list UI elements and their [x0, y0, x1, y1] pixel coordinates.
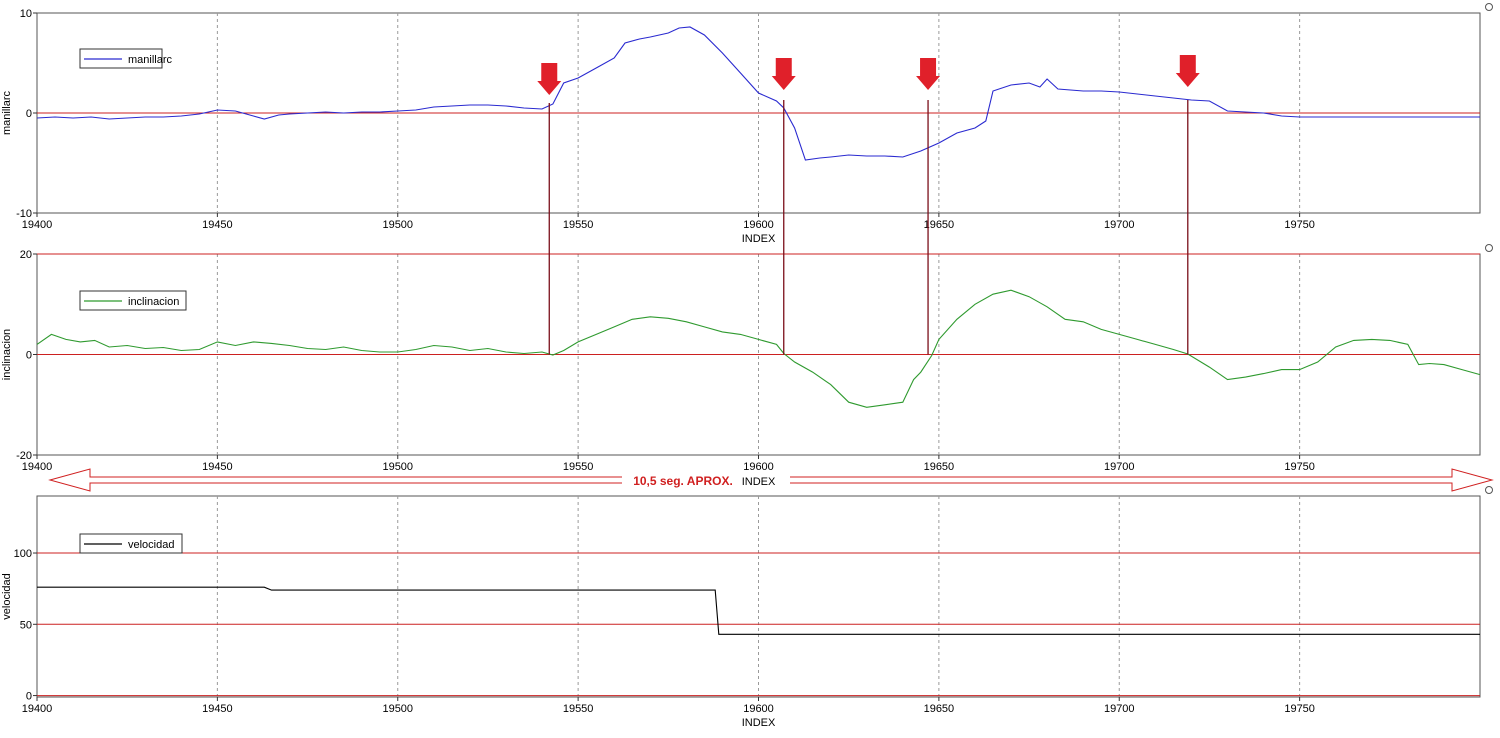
legend-box: [79, 290, 187, 311]
series-line-inclinacion: [36, 289, 1481, 408]
x-tick-label: 19500: [382, 703, 413, 715]
x-tick-label: 19550: [563, 461, 594, 473]
span-annotation: 10,5 seg. APROX. INDEX: [48, 468, 1494, 492]
y-axis-label: inclinacion: [1, 329, 13, 380]
x-tick-label: 19600: [743, 219, 774, 231]
x-tick-label: 19450: [202, 219, 233, 231]
y-tick-label: -20: [16, 450, 32, 462]
x-tick-label: 19500: [382, 461, 413, 473]
span-label: 10,5 seg. APROX.: [633, 474, 733, 488]
y-tick-label: 20: [20, 249, 32, 261]
x-tick-label: 19750: [1284, 219, 1315, 231]
chart-panel-1: 19400 19450 19500 19550 19600 19650 19700 19750…: [1, 3, 1493, 245]
x-tick-label: 19700: [1104, 219, 1135, 231]
y-tick-label: 50: [20, 619, 32, 631]
event-arrow-icon: [771, 58, 796, 90]
x-tick-label: 19650: [924, 219, 955, 231]
event-arrow-icon: [537, 63, 562, 95]
series-line-velocidad: [37, 586, 1480, 635]
x-tick-label: 19550: [563, 703, 594, 715]
chart-panel-3: 19400 19450 19500 19550 19600 19650 19700 19750…: [1, 486, 1493, 729]
x-tick-label: 19650: [924, 461, 955, 473]
x-axis-label: INDEX: [742, 717, 776, 729]
x-tick-label: 19450: [202, 703, 233, 715]
y-axis-label: velocidad: [1, 573, 13, 619]
x-tick-label: 19400: [22, 461, 53, 473]
x-axis-label: INDEX: [742, 476, 776, 488]
x-tick-label: 19750: [1284, 461, 1315, 473]
x-tick-label: 19600: [743, 703, 774, 715]
panel-corner-marker: [1485, 244, 1493, 252]
x-tick-label: 19650: [924, 703, 955, 715]
span-label-bg: [622, 472, 790, 488]
y-tick-label: 0: [26, 108, 32, 120]
y-tick-label: 0: [26, 350, 32, 362]
x-tick-label: 19550: [563, 219, 594, 231]
annotation-layer: [537, 55, 1200, 355]
legend: inclinacion: [79, 290, 187, 311]
chart-panel-2: 19400 19450 19500 19550 19600 19650 19700 19750…: [1, 244, 1493, 487]
legend: velocidad: [79, 533, 183, 554]
event-arrow-icon: [916, 58, 941, 90]
y-axis-label: manillarc: [1, 90, 13, 135]
x-tick-label: 19500: [382, 219, 413, 231]
legend-label: inclinacion: [128, 296, 179, 308]
plot-frame: [36, 495, 1481, 698]
x-tick-label: 19400: [22, 703, 53, 715]
y-tick-label: -10: [16, 208, 32, 220]
legend-label: manillarc: [128, 54, 173, 66]
legend-label: velocidad: [128, 539, 174, 551]
y-tick-label: 10: [20, 8, 32, 20]
y-tick-label: 0: [26, 691, 32, 703]
series-line-manillarc: [36, 26, 1480, 161]
x-tick-label: 19700: [1104, 703, 1135, 715]
legend-box: [79, 533, 183, 554]
x-axis-label: INDEX: [742, 233, 776, 245]
panel-corner-marker: [1485, 486, 1493, 494]
y-tick-label: 100: [14, 548, 32, 560]
event-arrow-icon: [1175, 55, 1200, 87]
x-tick-label: 19750: [1284, 703, 1315, 715]
x-tick-label: 19700: [1104, 461, 1135, 473]
x-tick-label: 19600: [743, 461, 774, 473]
legend: manillarc: [79, 48, 173, 69]
x-tick-label: 19450: [202, 461, 233, 473]
panel-corner-marker: [1485, 3, 1493, 11]
x-tick-label: 19400: [22, 219, 53, 231]
